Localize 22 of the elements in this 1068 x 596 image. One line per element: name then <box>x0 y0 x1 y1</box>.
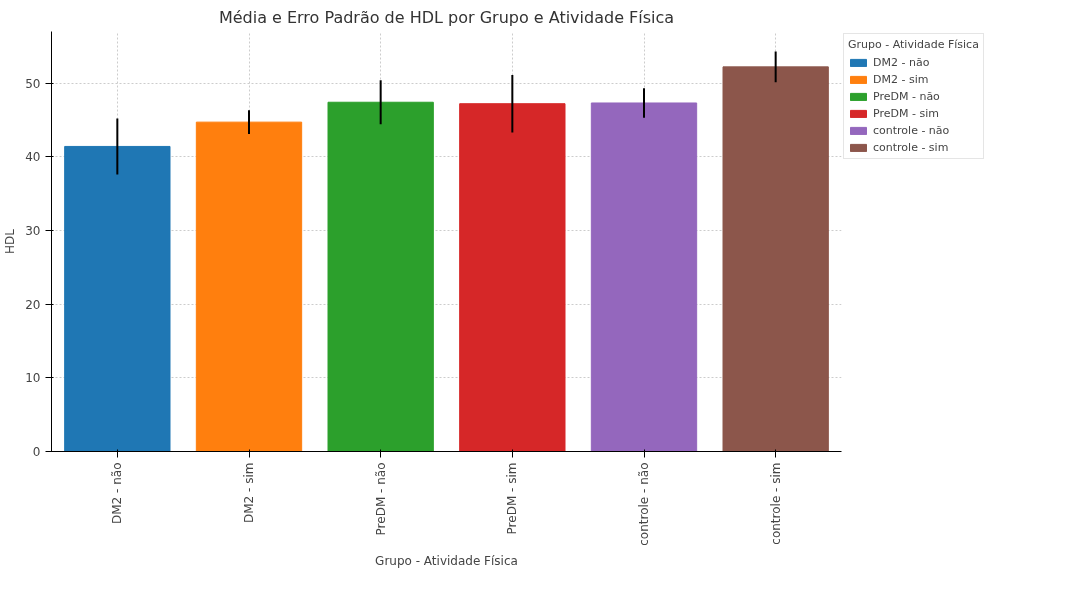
x-tick-label: DM2 - não <box>110 462 125 524</box>
legend-label: PreDM - sim <box>873 107 939 120</box>
chart-title: Média e Erro Padrão de HDL por Grupo e Atividade Física <box>218 7 675 27</box>
legend-label: DM2 - não <box>873 56 930 69</box>
x-tick-label: PreDM - não <box>373 462 388 536</box>
y-tick-label: 50 <box>25 76 41 91</box>
y-axis-title: HDL <box>3 228 18 254</box>
legend-label: PreDM - não <box>873 90 940 103</box>
y-tick-label: 10 <box>25 371 41 386</box>
x-tick-label: PreDM - sim <box>505 462 520 535</box>
x-axis-title: Grupo - Atividade Física <box>375 553 518 568</box>
legend-label: controle - sim <box>873 141 949 154</box>
legend-title: Grupo - Atividade Física <box>848 38 979 51</box>
x-tick-label: DM2 - sim <box>242 462 256 523</box>
y-tick-label: 40 <box>25 150 41 165</box>
x-tick-label: controle - sim <box>768 462 783 545</box>
y-tick-label: 30 <box>25 223 41 238</box>
legend-label: controle - não <box>873 124 950 137</box>
y-tick-label: 0 <box>32 445 41 459</box>
legend-label: DM2 - sim <box>873 73 929 86</box>
y-tick-label: 20 <box>25 297 41 312</box>
x-tick-label: controle - não <box>637 462 651 546</box>
